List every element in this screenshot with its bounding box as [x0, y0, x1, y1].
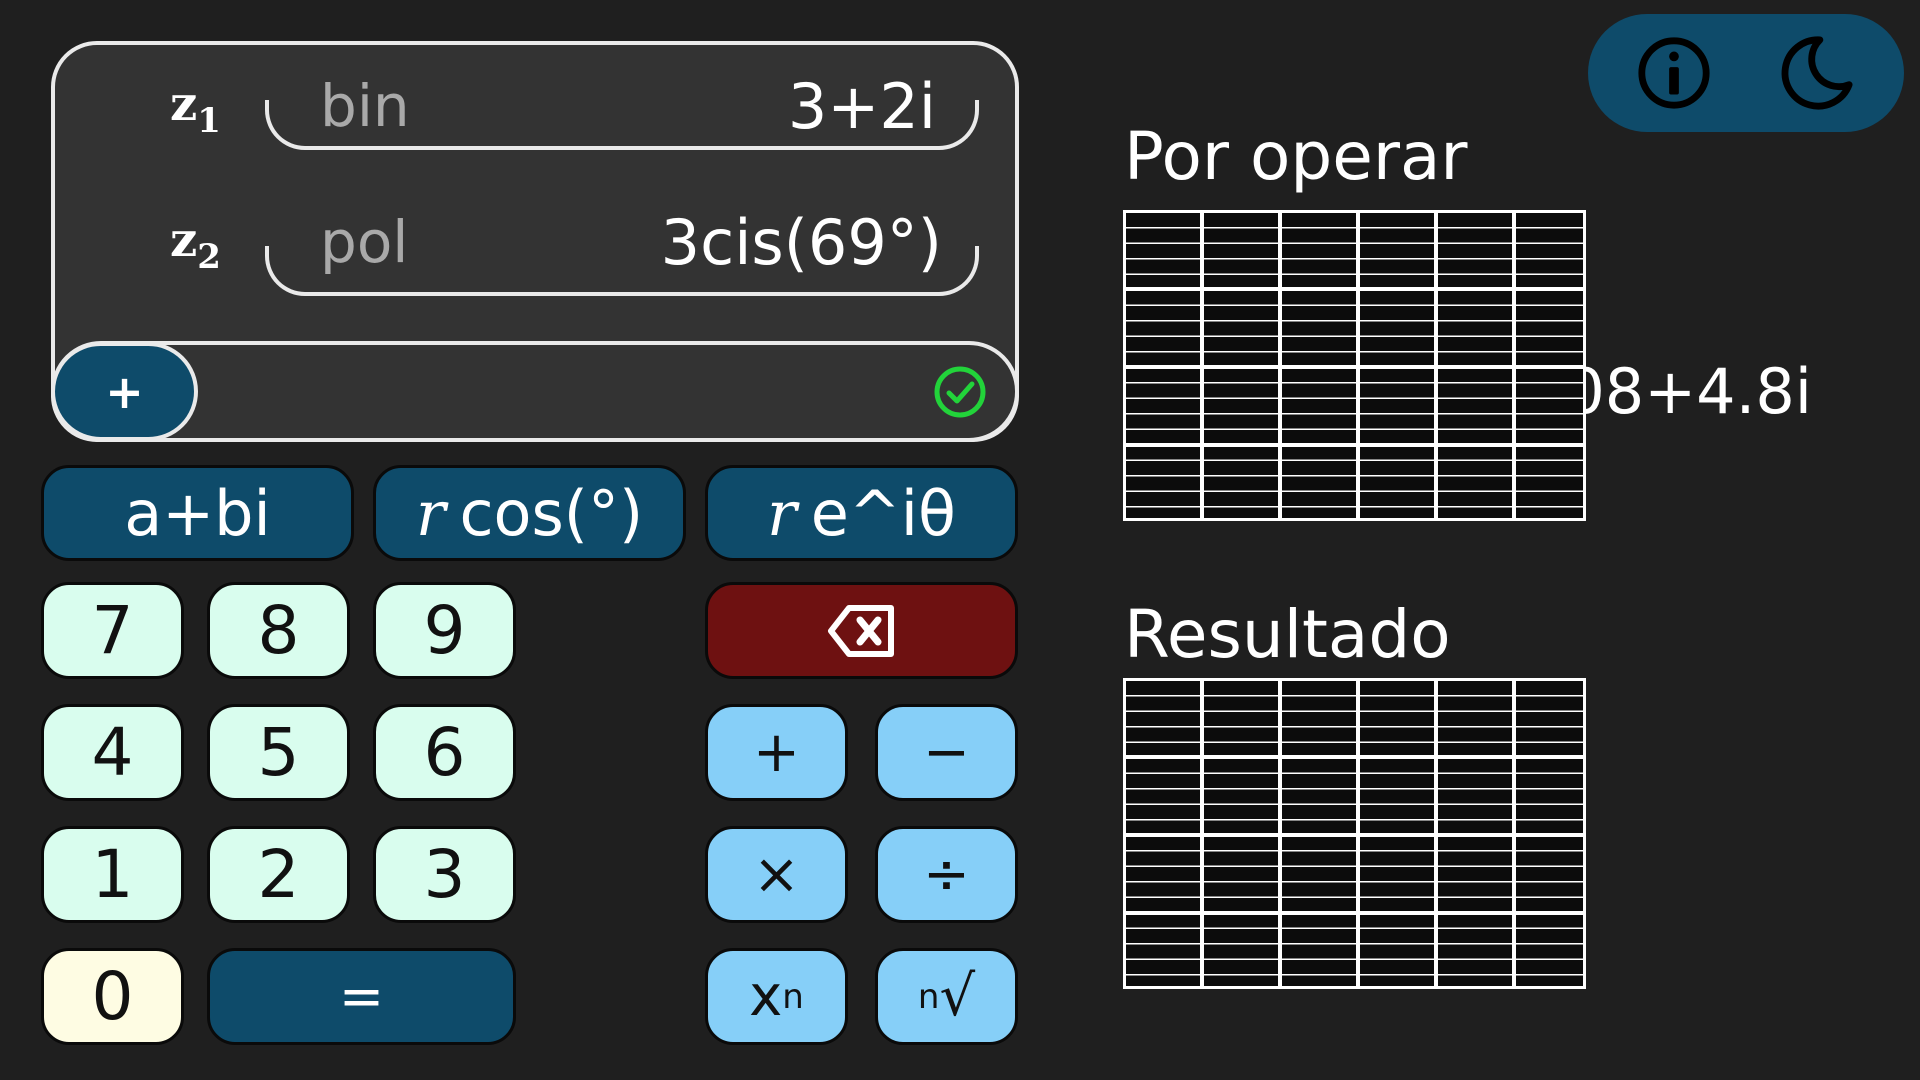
result-title: Resultado [1124, 596, 1451, 673]
info-circle-icon [1638, 37, 1710, 109]
key-0[interactable]: 0 [41, 948, 184, 1045]
key-9[interactable]: 9 [373, 582, 516, 679]
key-5[interactable]: 5 [207, 704, 350, 801]
divide-button[interactable]: ÷ [875, 826, 1018, 923]
binomial-form-label: a+bi [124, 476, 271, 550]
exp-form-r: r [767, 476, 797, 550]
key-3[interactable]: 3 [373, 826, 516, 923]
operator-indicator[interactable]: + [51, 342, 198, 441]
key-4[interactable]: 4 [41, 704, 184, 801]
exp-form-label: e^iθ [810, 476, 956, 550]
z1-mode[interactable]: bin [320, 72, 410, 140]
top-toolbar [1588, 14, 1904, 132]
multiply-button[interactable]: × [705, 826, 848, 923]
root-index: n [917, 976, 940, 1017]
z2-mode[interactable]: pol [320, 208, 409, 276]
key-7[interactable]: 7 [41, 582, 184, 679]
backspace-icon [827, 604, 894, 657]
key-8[interactable]: 8 [207, 582, 350, 679]
info-button[interactable] [1632, 31, 1716, 115]
theme-toggle-button[interactable] [1774, 31, 1858, 115]
z2-label: z2 [170, 212, 221, 277]
z2-value[interactable]: 3cis(69°) [660, 206, 942, 279]
polar-form-label: cos(°) [459, 476, 644, 550]
power-exponent: n [782, 976, 804, 1017]
root-sign: √ [939, 964, 976, 1029]
key-6[interactable]: 6 [373, 704, 516, 801]
power-base: x [749, 964, 783, 1029]
to-operate-title: Por operar [1124, 118, 1468, 195]
delete-button[interactable] [705, 582, 1018, 679]
moon-icon [1781, 36, 1853, 110]
plus-button[interactable]: + [705, 704, 848, 801]
minus-button[interactable]: − [875, 704, 1018, 801]
polar-form-r: r [415, 476, 446, 550]
key-2[interactable]: 2 [207, 826, 350, 923]
result-grid [1123, 678, 1586, 989]
result-bar [51, 341, 1019, 442]
z1-value[interactable]: 3+2i [787, 70, 936, 143]
equals-button[interactable]: = [207, 948, 516, 1045]
z1-label: z1 [170, 76, 221, 141]
key-1[interactable]: 1 [41, 826, 184, 923]
exponential-form-button[interactable]: r e^iθ [705, 465, 1018, 561]
check-circle-icon [934, 366, 986, 418]
binomial-form-button[interactable]: a+bi [41, 465, 354, 561]
to-operate-grid [1123, 210, 1586, 521]
root-button[interactable]: n √ [875, 948, 1018, 1045]
polar-form-button[interactable]: r cos(°) [373, 465, 686, 561]
